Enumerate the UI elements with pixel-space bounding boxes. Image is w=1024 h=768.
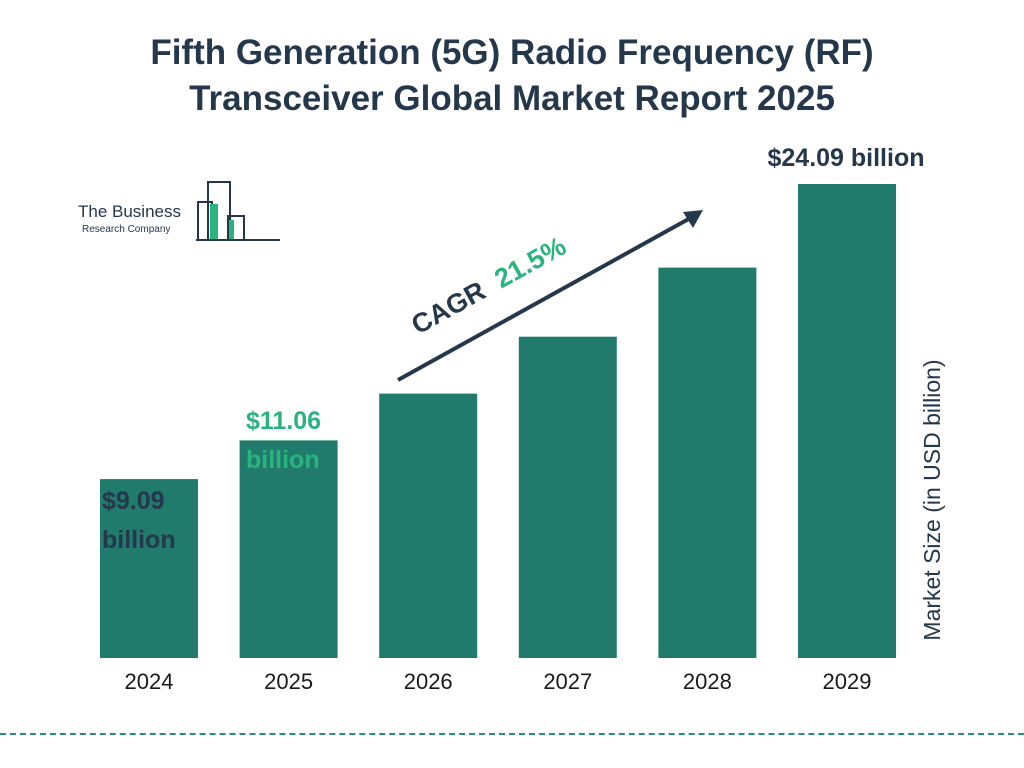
bar-2027	[518, 336, 617, 658]
value-label-2025-line1: $11.06	[246, 407, 321, 435]
x-tick-2026: 2026	[404, 669, 453, 694]
bar-2028	[658, 267, 757, 658]
y-axis-label: Market Size (in USD billion)	[919, 359, 945, 640]
title-line-1: Fifth Generation (5G) Radio Frequency (R…	[150, 33, 874, 72]
x-tick-2028: 2028	[683, 669, 732, 694]
bar-2029	[798, 184, 896, 658]
company-logo: The Business Research Company	[78, 180, 283, 246]
logo-text-sub: Research Company	[82, 224, 171, 235]
bar-2024	[100, 479, 198, 658]
cagr-value: 21.5%	[489, 231, 571, 294]
x-tick-2024: 2024	[125, 669, 174, 694]
title-line-2: Transceiver Global Market Report 2025	[189, 79, 835, 118]
logo-text-main: The Business	[78, 202, 181, 221]
value-label-2025-line2: billion	[246, 446, 320, 474]
x-tick-2025: 2025	[264, 669, 313, 694]
value-label-2024-line1: $9.09	[102, 487, 165, 515]
cagr-label: CAGR 21.5%	[406, 231, 571, 340]
chart-title: Fifth Generation (5G) Radio Frequency (R…	[0, 30, 1024, 122]
value-label-2024-line2: billion	[102, 526, 176, 554]
value-label-2029: $24.09 billion	[767, 144, 924, 172]
cagr-arrow-line	[397, 214, 695, 382]
footer-divider	[0, 733, 1024, 735]
x-tick-2029: 2029	[823, 669, 872, 694]
bar-2026	[379, 393, 478, 658]
cagr-text: CAGR	[406, 275, 490, 340]
bar-2025	[239, 440, 338, 658]
cagr-arrow-head	[683, 210, 703, 228]
bar-building-logo-icon	[196, 181, 280, 241]
x-tick-2027: 2027	[543, 669, 592, 694]
